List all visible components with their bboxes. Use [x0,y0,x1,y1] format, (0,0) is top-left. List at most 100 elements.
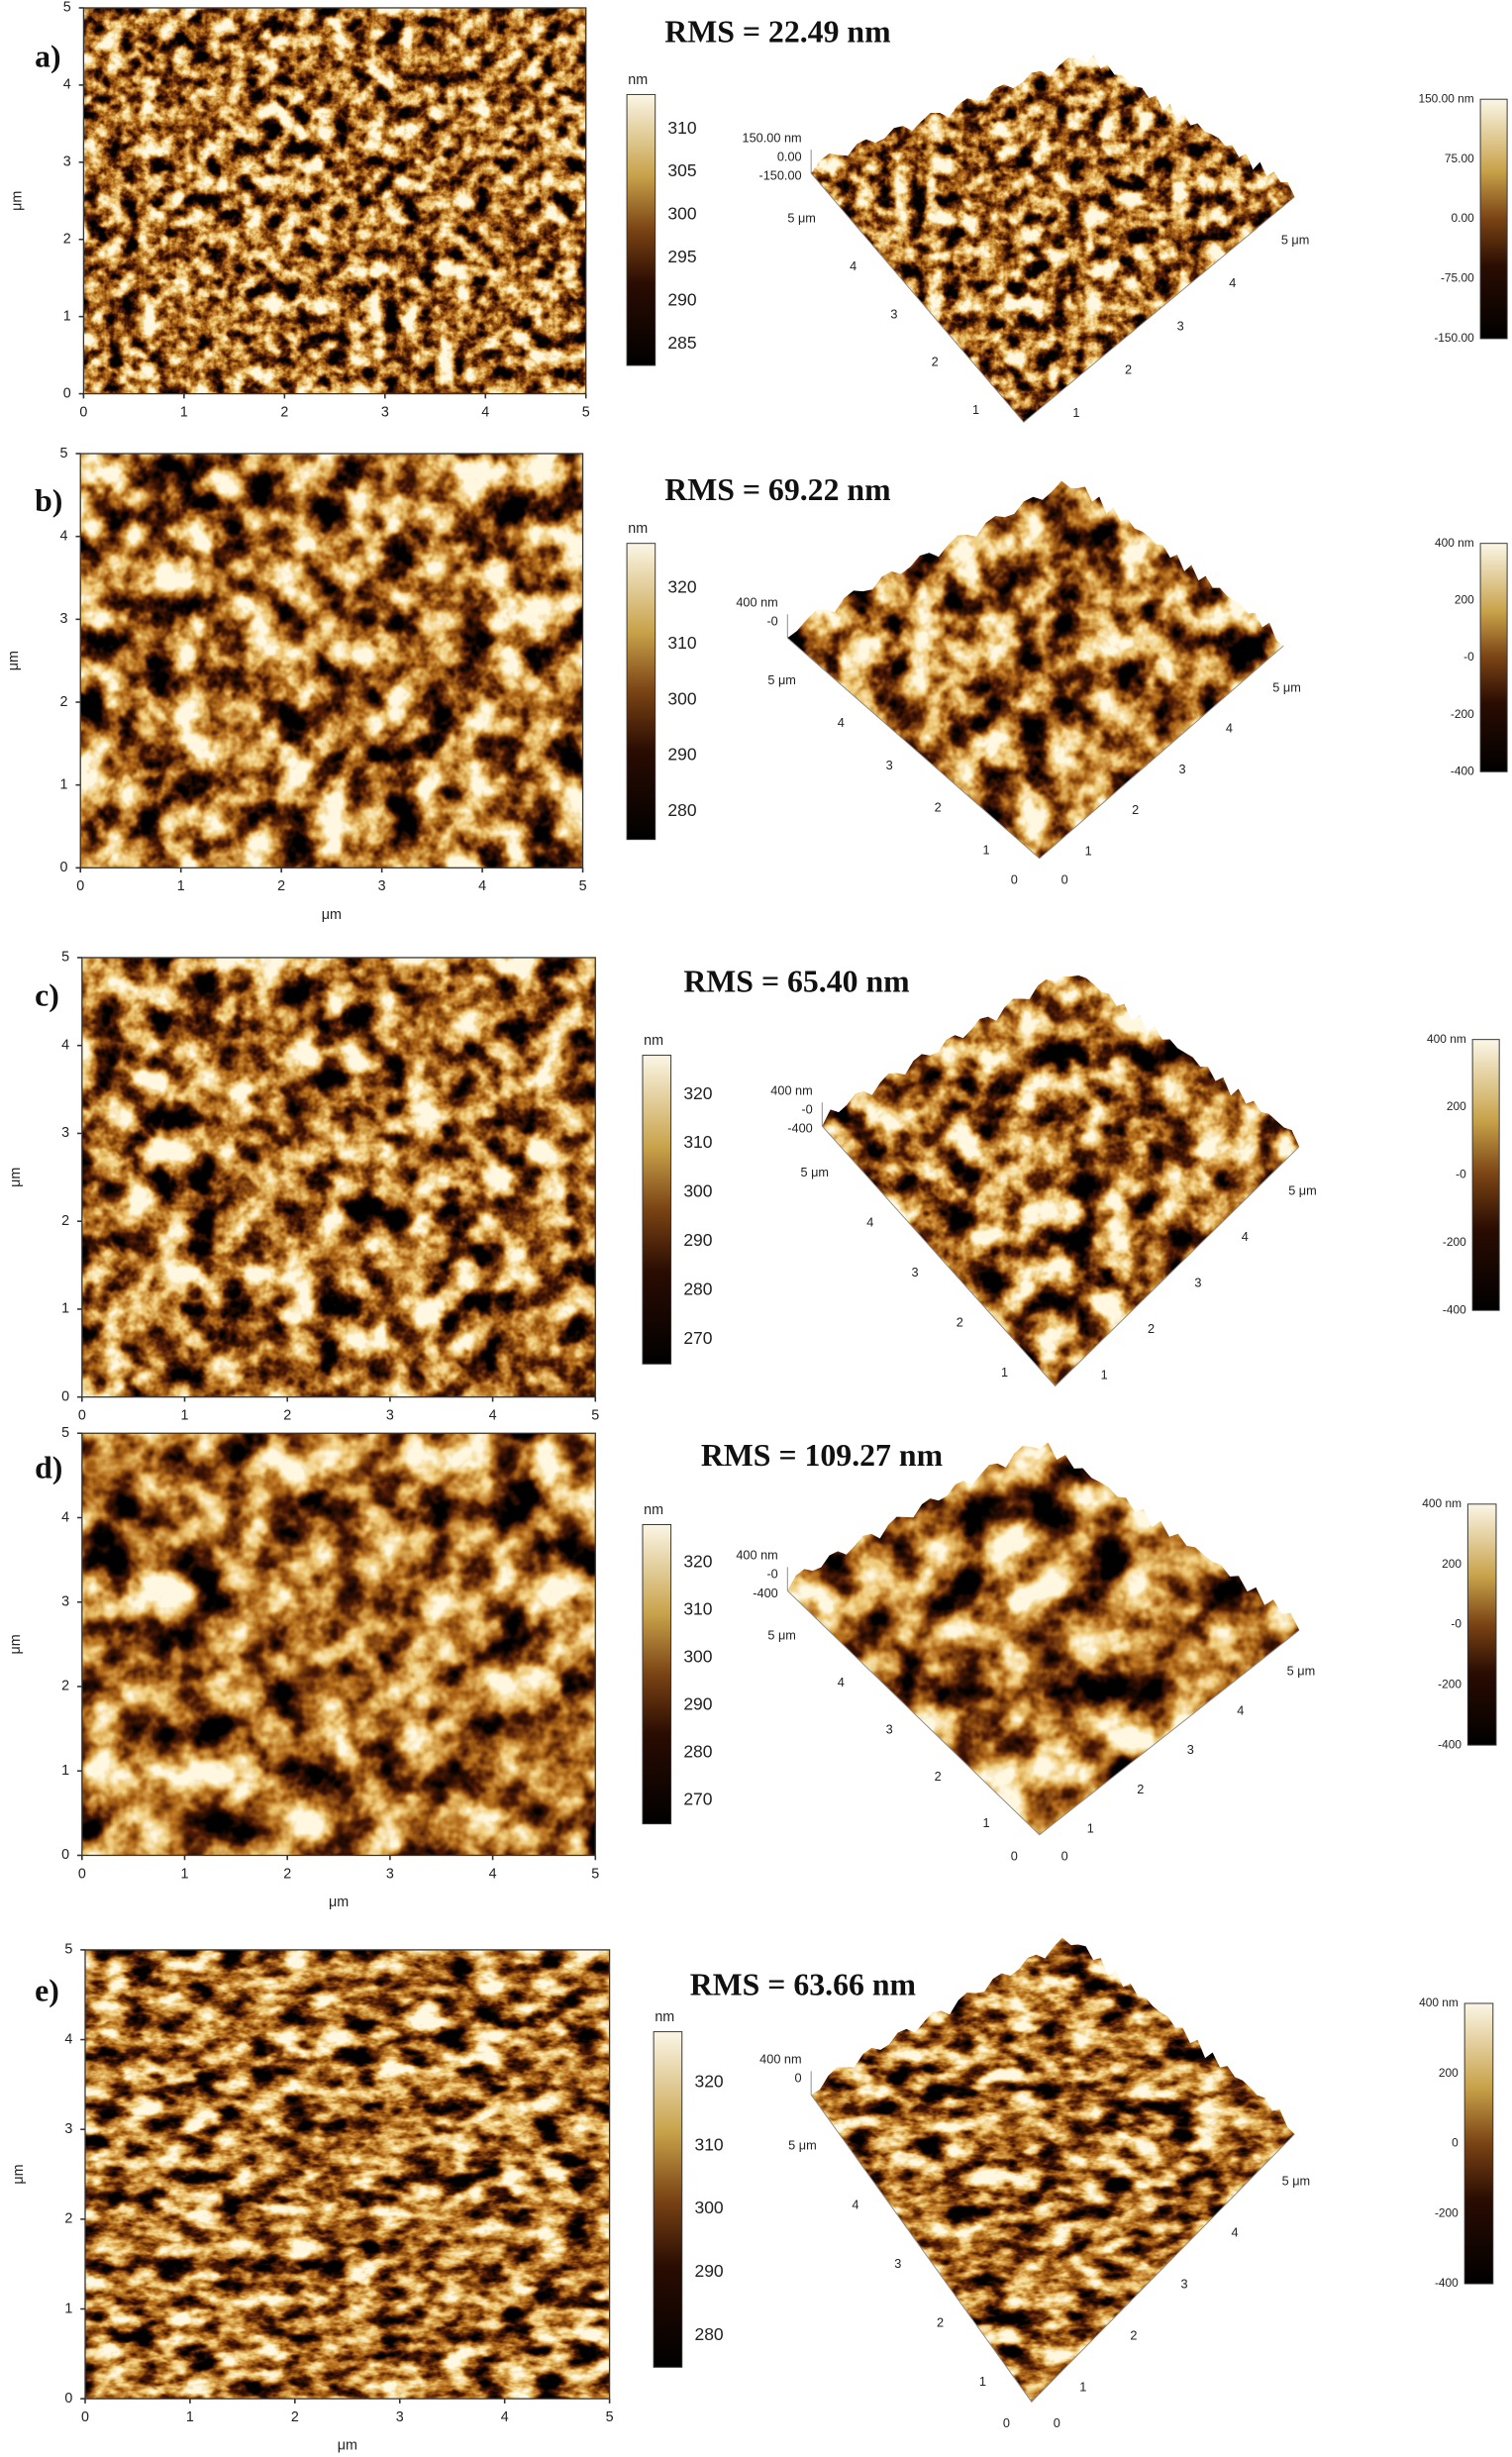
colorbar-unit: nm [655,2009,674,2025]
afm-height-map [81,957,596,1397]
colorbar-unit: nm [644,1033,663,1049]
surface-right-tick: 3 [1177,319,1184,334]
surface-z-label: -0 [766,1567,777,1582]
y-tick-label: 5 [60,446,68,461]
surface-colorbar-tick: -200 [1435,2205,1459,2219]
surface-origin: 0 [1061,1848,1068,1863]
surface-z-label: 400 nm [736,594,777,609]
surface-colorbar-tick: -400 [1435,2276,1459,2290]
surface-colorbar-tick: 400 nm [1435,536,1474,550]
surface-left-tick: 2 [957,1314,963,1329]
afm-3d-surface [787,480,1284,859]
y-tick-label: 4 [64,2031,72,2047]
surface-colorbar-tick: 400 nm [1422,1496,1462,1510]
y-axis-label: μm [8,1634,24,1654]
surface-left-tick: 2 [935,800,942,815]
y-tick-label: 5 [63,0,71,16]
colorbar [642,1524,672,1825]
surface-right-tick: 4 [1232,2225,1239,2240]
surface-left-tick: 5 μm [787,211,816,226]
surface-left-tick: 3 [886,1721,893,1736]
y-tick-label: 3 [64,2121,72,2137]
y-tick-label: 1 [61,1301,69,1317]
panel-label: e) [35,1974,59,2008]
y-tick-label: 3 [61,1125,69,1141]
surface-colorbar-tick: 200 [1447,1099,1466,1113]
y-tick-label: 2 [61,1679,69,1694]
surface-right-tick: 1 [1101,1368,1108,1382]
surface-colorbar-tick: 200 [1442,1557,1462,1571]
afm-height-map [84,1949,610,2400]
surface-right-tick: 3 [1187,1742,1194,1757]
surface-left-tick: 3 [886,758,893,772]
surface-right-tick: 2 [1130,2328,1137,2343]
afm-height-map [80,454,583,869]
x-tick-label: 3 [386,1866,394,1882]
y-tick-label: 0 [61,1847,69,1863]
y-tick-label: 4 [61,1509,69,1525]
colorbar-tick-label: 310 [683,1132,712,1152]
afm-3d-surface [811,54,1295,423]
y-tick-label: 5 [64,1942,72,1958]
surface-origin: 0 [1003,2415,1010,2430]
colorbar-unit: nm [628,72,648,88]
colorbar-tick-label: 290 [694,2261,723,2281]
surface-z-label: 400 nm [736,1548,777,1563]
surface-right-tick: 3 [1178,762,1185,776]
x-tick-label: 3 [378,878,386,894]
surface-colorbar [1479,98,1508,340]
x-tick-label: 2 [283,1408,291,1424]
surface-left-tick: 3 [911,1265,918,1280]
y-tick-label: 0 [64,2391,72,2406]
surface-colorbar-tick: 400 nm [1427,1032,1466,1046]
image-frame [81,1432,596,1857]
afm-3d-surface [787,1442,1300,1835]
x-tick-label: 4 [478,878,486,894]
surface-left-tick: 4 [838,715,845,730]
surface-left-tick: 1 [983,1815,990,1830]
surface-left-tick: 5 μm [767,1628,796,1643]
surface-right-tick: 4 [1237,1702,1244,1717]
surface-left-tick: 5 μm [800,1165,829,1179]
surface-z-label: -400 [787,1121,812,1136]
y-tick-label: 4 [63,77,71,93]
y-tick-label: 2 [64,2211,72,2227]
y-tick-label: 5 [61,1425,69,1441]
surface-colorbar-tick: -200 [1451,707,1474,721]
afm-3d-surface [822,975,1300,1386]
x-tick-label: 1 [181,1408,189,1424]
colorbar-tick-label: 310 [667,118,696,138]
x-tick-label: 4 [489,1866,497,1882]
surface-origin: 0 [1011,871,1018,886]
surface-axis [786,614,1284,860]
colorbar-tick-label: 310 [694,2134,723,2154]
colorbar-tick-label: 300 [683,1646,712,1666]
surface-colorbar-tick: -0 [1451,1617,1462,1631]
y-tick-label: 2 [61,1213,69,1229]
surface-colorbar-tick: 400 nm [1419,1996,1459,2009]
x-tick-label: 0 [78,1866,86,1882]
colorbar-tick-label: 280 [683,1280,712,1299]
surface-origin: 0 [1054,2415,1060,2430]
colorbar-tick-label: 300 [667,688,696,708]
x-tick-label: 3 [396,2409,404,2425]
surface-left-tick: 1 [972,402,979,417]
colorbar-tick-label: 310 [667,633,696,653]
surface-left-tick: 3 [894,2256,901,2271]
surface-right-tick: 3 [1180,2277,1187,2292]
y-tick-label: 2 [60,694,68,710]
surface-z-label: -400 [753,1586,777,1600]
rms-label: RMS = 22.49 nm [664,14,890,49]
afm-height-map [81,1433,596,1856]
surface-right-tick: 4 [1226,721,1233,736]
y-tick-label: 4 [60,528,68,544]
surface-z-label: 150.00 nm [743,130,802,145]
y-tick-label: 0 [60,860,68,875]
surface-right-tick: 1 [1085,843,1092,858]
surface-colorbar [1463,2002,1494,2285]
surface-left-tick: 4 [850,258,857,273]
surface-colorbar-tick: 0.00 [1452,211,1475,225]
x-tick-label: 4 [501,2409,509,2425]
y-axis-label: μm [9,191,25,211]
